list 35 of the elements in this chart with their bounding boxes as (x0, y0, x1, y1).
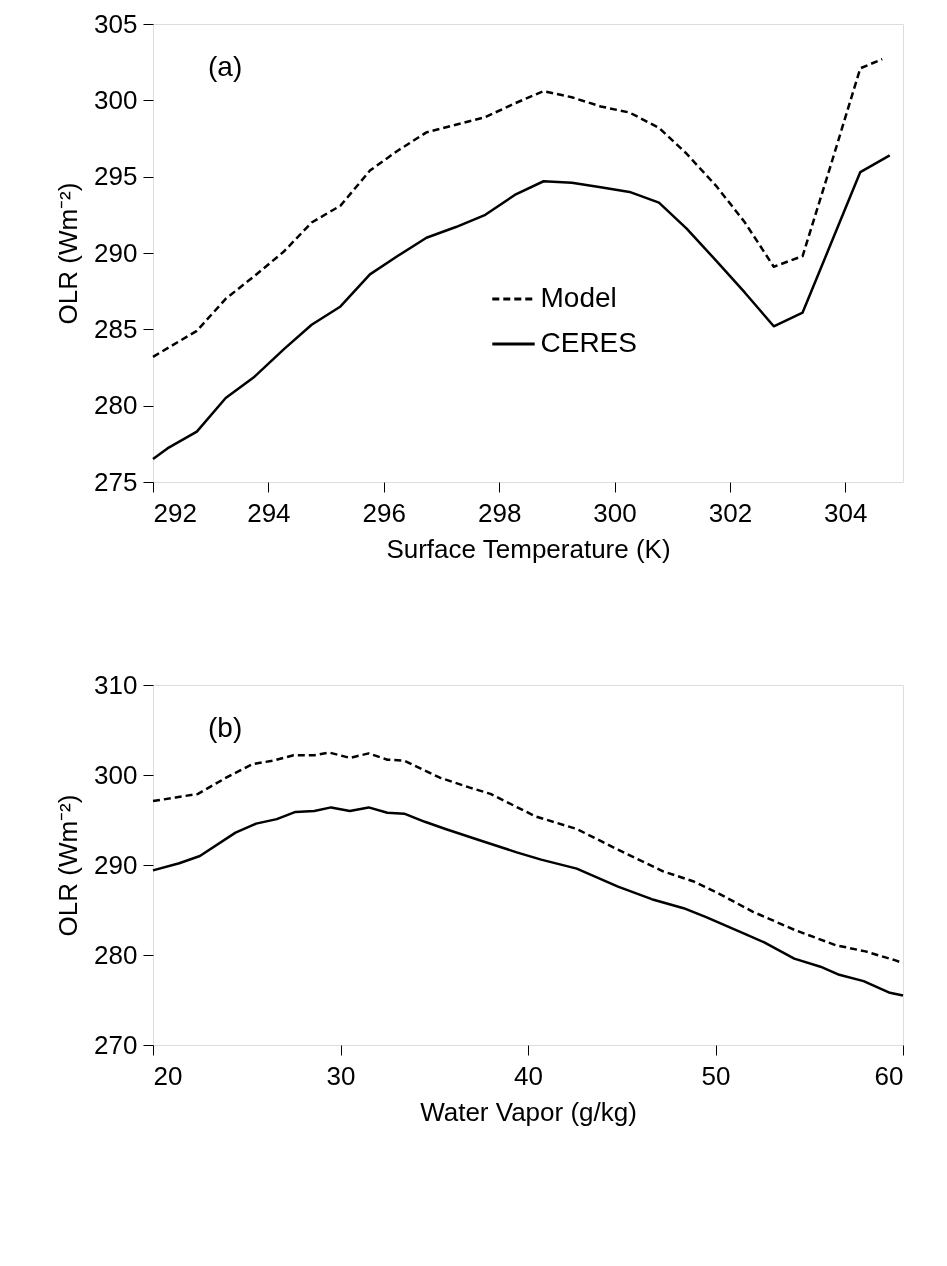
x-tick-label: 304 (824, 497, 868, 528)
y-tick-label: 290 (94, 237, 138, 268)
y-tick-label: 275 (94, 466, 138, 497)
line-series (151, 806, 905, 997)
y-tick-label: 290 (94, 849, 138, 880)
line-series (151, 57, 884, 359)
y-tick-label: 310 (94, 669, 138, 700)
x-tick-label: 298 (477, 497, 522, 528)
x-tick-label: 50 (701, 1060, 731, 1091)
x-tick-label: 294 (247, 497, 291, 528)
y-tick-label: 300 (94, 84, 138, 115)
x-tick-label: 40 (514, 1060, 543, 1091)
line-series (151, 154, 891, 461)
y-tick-label: 285 (94, 313, 138, 344)
x-tick-label: 300 (593, 497, 637, 528)
y-axis-title: OLR (Wm⁻²) (53, 182, 84, 325)
y-tick-label: 295 (94, 161, 138, 192)
x-tick-label: 60 (874, 1060, 904, 1091)
x-tick-label: 292 (153, 497, 197, 528)
y-tick-label: 305 (94, 8, 138, 39)
y-tick-label: 280 (94, 939, 138, 970)
x-tick-label: 296 (362, 497, 406, 528)
y-tick-label: 270 (94, 1029, 138, 1060)
legend-label: CERES (540, 326, 637, 358)
x-axis-title: Surface Temperature (K) (386, 533, 671, 564)
legend-label: Model (540, 281, 617, 313)
annotation: (a) (208, 51, 243, 82)
annotation: (b) (208, 712, 243, 743)
y-tick-label: 300 (94, 759, 138, 790)
y-axis-title: OLR (Wm⁻²) (53, 794, 84, 937)
y-tick-label: 280 (94, 390, 138, 421)
x-tick-label: 20 (153, 1060, 183, 1091)
x-tick-label: 30 (326, 1060, 356, 1091)
x-axis-title: Water Vapor (g/kg) (420, 1096, 637, 1127)
x-tick-label: 302 (708, 497, 753, 528)
